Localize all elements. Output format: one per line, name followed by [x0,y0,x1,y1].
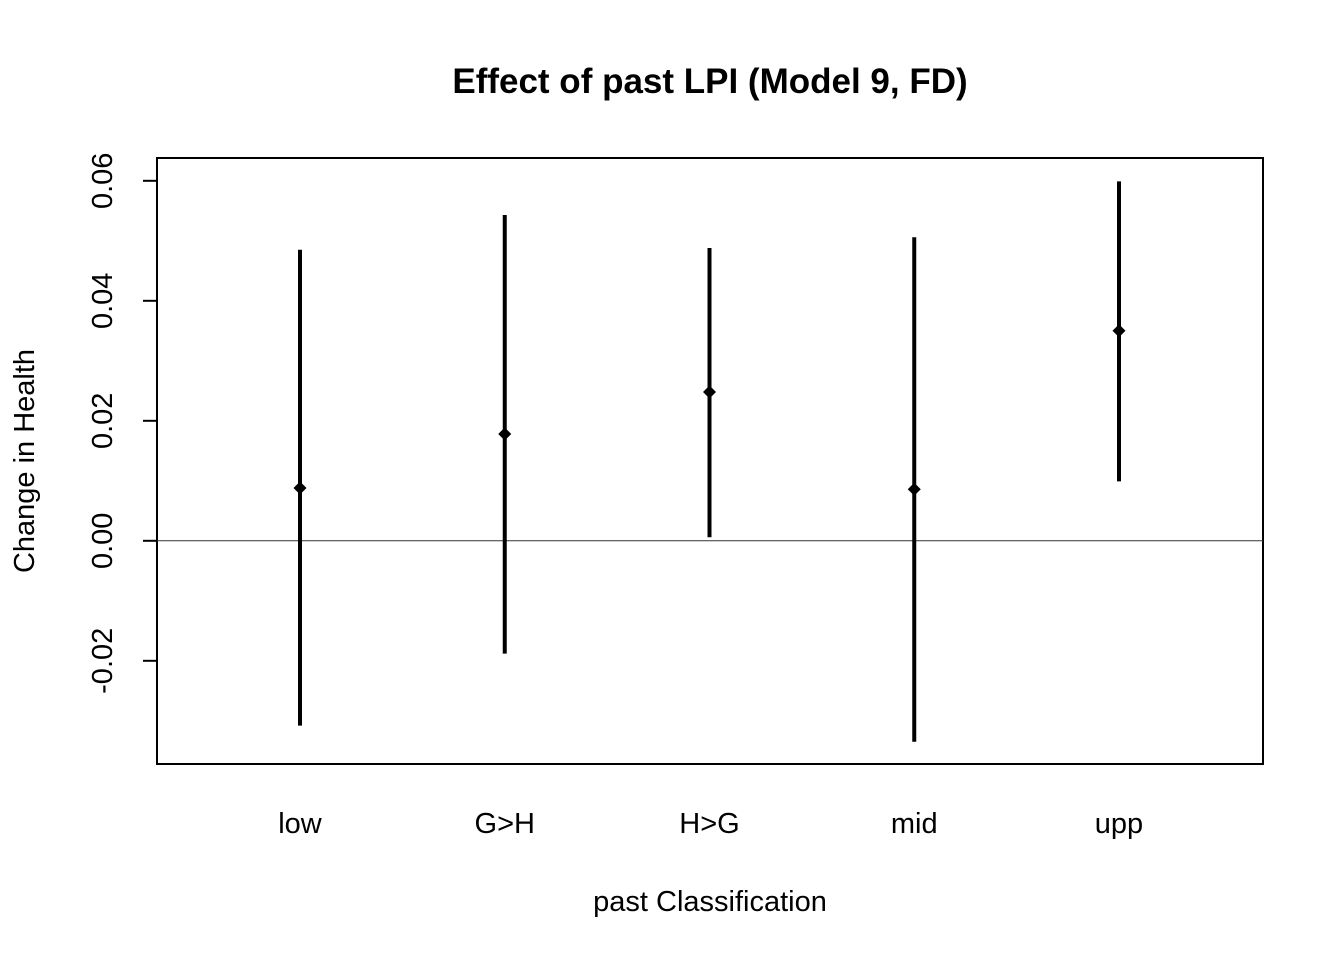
plot-frame [156,157,1264,765]
x-tick-label: upp [1095,808,1143,840]
x-axis: low G>H H>G mid upp [278,808,1143,840]
chart-title: Effect of past LPI (Model 9, FD) [452,62,967,101]
y-tick-label: 0.02 [87,393,119,449]
x-axis-label: past Classification [593,886,827,918]
x-tick-label: G>H [475,808,535,840]
point-estimate-1 [498,427,512,441]
y-axis-label: Change in Health [9,349,41,573]
point-estimate-0 [293,481,307,495]
y-axis: -0.02 0.00 0.02 0.04 0.06 [87,153,157,694]
point-estimate-4 [1112,324,1126,338]
y-tick-label: 0.06 [87,153,119,209]
y-tick-label: -0.02 [87,628,119,694]
x-tick-label: low [278,808,323,840]
x-tick-label: H>G [679,808,739,840]
point-estimate-3 [907,482,921,496]
point-estimate-2 [703,385,716,399]
y-tick-label: 0.00 [87,513,119,569]
error-bars [293,181,1126,742]
y-tick-label: 0.04 [87,273,119,329]
x-tick-label: mid [891,808,938,840]
